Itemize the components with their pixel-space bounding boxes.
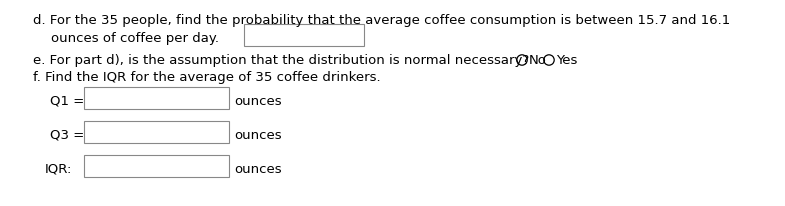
FancyBboxPatch shape bbox=[84, 88, 229, 109]
Text: f. Find the IQR for the average of 35 coffee drinkers.: f. Find the IQR for the average of 35 co… bbox=[33, 71, 381, 84]
Text: Q1 =: Q1 = bbox=[50, 95, 84, 108]
Text: ounces: ounces bbox=[234, 162, 282, 175]
Text: e. For part d), is the assumption that the distribution is normal necessary?: e. For part d), is the assumption that t… bbox=[33, 54, 529, 67]
FancyBboxPatch shape bbox=[84, 155, 229, 177]
Text: ounces: ounces bbox=[234, 128, 282, 141]
FancyBboxPatch shape bbox=[244, 25, 364, 47]
Text: Q3 =: Q3 = bbox=[50, 128, 84, 141]
FancyBboxPatch shape bbox=[84, 121, 229, 143]
Text: IQR:: IQR: bbox=[45, 162, 72, 175]
Text: Yes: Yes bbox=[556, 54, 578, 67]
Text: ounces: ounces bbox=[234, 95, 282, 108]
Text: No: No bbox=[529, 54, 547, 67]
Text: ounces of coffee per day.: ounces of coffee per day. bbox=[51, 32, 219, 45]
Text: d. For the 35 people, find the probability that the average coffee consumption i: d. For the 35 people, find the probabili… bbox=[33, 14, 730, 27]
